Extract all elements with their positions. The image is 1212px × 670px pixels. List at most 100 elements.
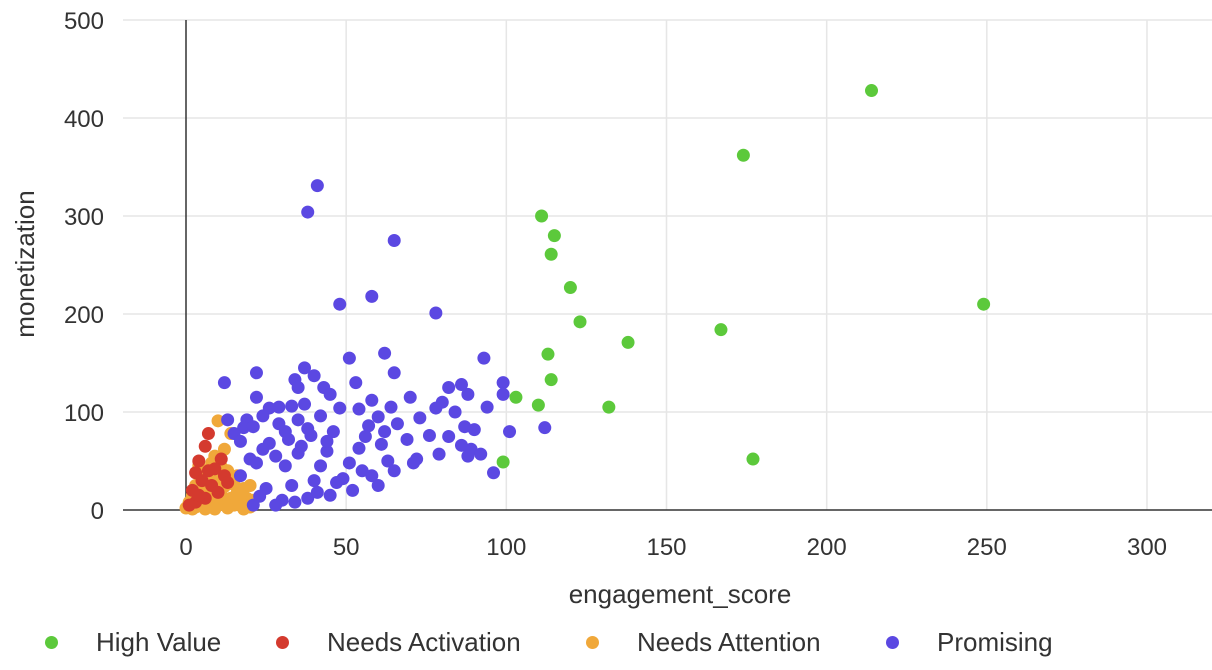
data-point-promising[interactable] bbox=[461, 387, 475, 401]
data-point-high-value[interactable] bbox=[509, 390, 523, 404]
data-point-promising[interactable] bbox=[365, 289, 379, 303]
data-point-needs-activation[interactable] bbox=[198, 439, 212, 453]
data-point-promising[interactable] bbox=[384, 400, 398, 414]
data-point-promising[interactable] bbox=[301, 205, 315, 219]
data-point-high-value[interactable] bbox=[547, 229, 561, 243]
data-point-promising[interactable] bbox=[387, 464, 401, 478]
data-point-promising[interactable] bbox=[538, 421, 552, 435]
data-point-promising[interactable] bbox=[387, 366, 401, 380]
data-point-promising[interactable] bbox=[326, 425, 340, 439]
data-point-promising[interactable] bbox=[333, 297, 347, 311]
data-point-needs-attention[interactable] bbox=[221, 501, 235, 515]
data-point-promising[interactable] bbox=[301, 491, 315, 505]
data-point-promising[interactable] bbox=[378, 346, 392, 360]
data-point-needs-activation[interactable] bbox=[221, 476, 235, 490]
data-point-needs-attention[interactable] bbox=[211, 414, 225, 428]
data-point-promising[interactable] bbox=[320, 444, 334, 458]
data-point-promising[interactable] bbox=[346, 483, 360, 497]
data-point-promising[interactable] bbox=[256, 409, 270, 423]
data-point-promising[interactable] bbox=[307, 474, 321, 488]
data-point-promising[interactable] bbox=[288, 495, 302, 509]
data-point-promising[interactable] bbox=[400, 432, 414, 446]
data-point-high-value[interactable] bbox=[714, 323, 728, 337]
data-point-promising[interactable] bbox=[381, 454, 395, 468]
data-point-promising[interactable] bbox=[272, 400, 286, 414]
data-point-high-value[interactable] bbox=[977, 297, 991, 311]
data-point-promising[interactable] bbox=[285, 479, 299, 492]
data-point-high-value[interactable] bbox=[563, 281, 577, 295]
data-point-high-value[interactable] bbox=[602, 400, 616, 414]
data-point-needs-activation[interactable] bbox=[192, 454, 206, 468]
data-point-promising[interactable] bbox=[307, 369, 321, 383]
data-point-promising[interactable] bbox=[249, 390, 263, 404]
data-point-promising[interactable] bbox=[390, 417, 404, 431]
data-point-promising[interactable] bbox=[310, 485, 324, 499]
data-point-needs-activation[interactable] bbox=[211, 485, 225, 499]
data-point-promising[interactable] bbox=[298, 397, 312, 411]
data-point-promising[interactable] bbox=[474, 447, 488, 461]
data-point-promising[interactable] bbox=[355, 464, 369, 478]
data-point-needs-activation[interactable] bbox=[201, 464, 215, 478]
data-point-promising[interactable] bbox=[256, 442, 270, 456]
data-point-needs-attention[interactable] bbox=[198, 502, 212, 516]
data-point-promising[interactable] bbox=[480, 400, 494, 414]
data-point-promising[interactable] bbox=[406, 456, 420, 470]
data-point-high-value[interactable] bbox=[865, 84, 879, 98]
data-point-promising[interactable] bbox=[269, 449, 283, 463]
data-point-promising[interactable] bbox=[269, 498, 283, 512]
data-point-promising[interactable] bbox=[371, 479, 385, 492]
data-point-needs-activation[interactable] bbox=[192, 488, 206, 502]
data-point-needs-attention[interactable] bbox=[217, 442, 231, 456]
data-point-high-value[interactable] bbox=[544, 373, 558, 387]
data-point-promising[interactable] bbox=[237, 421, 251, 435]
data-point-promising[interactable] bbox=[448, 405, 462, 419]
data-point-promising[interactable] bbox=[249, 366, 263, 380]
data-point-promising[interactable] bbox=[422, 429, 436, 443]
data-point-promising[interactable] bbox=[371, 410, 385, 424]
data-point-high-value[interactable] bbox=[531, 398, 545, 412]
data-point-high-value[interactable] bbox=[541, 347, 555, 361]
legend-item-high-value[interactable]: High Value bbox=[45, 624, 221, 660]
data-point-promising[interactable] bbox=[246, 498, 260, 512]
data-point-promising[interactable] bbox=[362, 419, 376, 433]
data-point-promising[interactable] bbox=[323, 488, 337, 502]
data-point-promising[interactable] bbox=[487, 466, 501, 480]
data-point-high-value[interactable] bbox=[544, 247, 558, 261]
data-point-promising[interactable] bbox=[233, 434, 247, 448]
legend-item-promising[interactable]: Promising bbox=[886, 624, 1053, 660]
data-point-promising[interactable] bbox=[461, 449, 475, 463]
data-point-needs-activation[interactable] bbox=[182, 498, 196, 512]
data-point-promising[interactable] bbox=[320, 434, 334, 448]
data-point-promising[interactable] bbox=[330, 476, 344, 490]
data-point-promising[interactable] bbox=[477, 351, 491, 365]
data-point-promising[interactable] bbox=[314, 409, 328, 423]
data-point-high-value[interactable] bbox=[496, 455, 510, 469]
data-point-promising[interactable] bbox=[432, 447, 446, 461]
data-point-needs-attention[interactable] bbox=[208, 502, 222, 516]
data-point-promising[interactable] bbox=[467, 423, 481, 437]
data-point-promising[interactable] bbox=[304, 429, 318, 443]
data-point-promising[interactable] bbox=[374, 437, 388, 451]
data-point-promising[interactable] bbox=[217, 376, 231, 390]
data-point-promising[interactable] bbox=[349, 376, 363, 390]
data-point-promising[interactable] bbox=[294, 439, 308, 453]
data-point-promising[interactable] bbox=[323, 387, 337, 401]
data-point-promising[interactable] bbox=[291, 413, 305, 427]
data-point-promising[interactable] bbox=[387, 234, 401, 247]
data-point-promising[interactable] bbox=[358, 430, 372, 443]
data-point-promising[interactable] bbox=[333, 401, 347, 415]
data-point-promising[interactable] bbox=[310, 179, 324, 193]
data-point-high-value[interactable] bbox=[621, 335, 635, 349]
data-point-promising[interactable] bbox=[352, 402, 366, 416]
data-point-promising[interactable] bbox=[314, 459, 328, 473]
data-point-high-value[interactable] bbox=[746, 452, 760, 466]
data-point-promising[interactable] bbox=[365, 469, 379, 483]
data-point-promising[interactable] bbox=[233, 469, 247, 483]
data-point-promising[interactable] bbox=[403, 390, 417, 404]
data-point-needs-activation[interactable] bbox=[195, 474, 209, 488]
data-point-promising[interactable] bbox=[442, 430, 456, 443]
data-point-promising[interactable] bbox=[429, 306, 443, 320]
data-point-promising[interactable] bbox=[291, 381, 305, 394]
data-point-promising[interactable] bbox=[246, 420, 260, 434]
data-point-needs-activation[interactable] bbox=[201, 427, 215, 441]
